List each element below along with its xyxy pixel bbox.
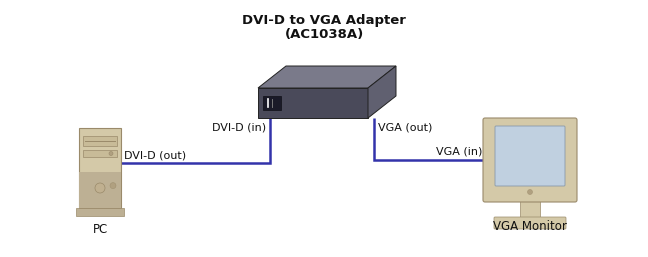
FancyBboxPatch shape bbox=[79, 172, 121, 208]
Circle shape bbox=[109, 151, 113, 155]
Text: DVI-D (out): DVI-D (out) bbox=[124, 150, 186, 160]
Text: VGA (out): VGA (out) bbox=[378, 122, 432, 132]
Text: (AC1038A): (AC1038A) bbox=[284, 28, 364, 41]
Circle shape bbox=[110, 183, 116, 189]
Polygon shape bbox=[258, 66, 396, 88]
FancyBboxPatch shape bbox=[83, 150, 117, 157]
FancyBboxPatch shape bbox=[520, 200, 540, 218]
Polygon shape bbox=[368, 66, 396, 118]
FancyBboxPatch shape bbox=[483, 118, 577, 202]
Text: DVI-D (in): DVI-D (in) bbox=[212, 122, 266, 132]
Circle shape bbox=[95, 183, 105, 193]
FancyBboxPatch shape bbox=[495, 126, 565, 186]
FancyBboxPatch shape bbox=[494, 217, 566, 229]
FancyBboxPatch shape bbox=[79, 128, 121, 208]
Polygon shape bbox=[263, 96, 281, 110]
Circle shape bbox=[527, 189, 533, 195]
Polygon shape bbox=[258, 88, 368, 118]
FancyBboxPatch shape bbox=[76, 208, 124, 216]
FancyBboxPatch shape bbox=[83, 136, 117, 146]
Text: VGA Monitor: VGA Monitor bbox=[493, 220, 567, 233]
Text: DVI-D to VGA Adapter: DVI-D to VGA Adapter bbox=[242, 14, 406, 27]
Text: VGA (in): VGA (in) bbox=[435, 147, 482, 157]
Text: PC: PC bbox=[93, 223, 108, 236]
